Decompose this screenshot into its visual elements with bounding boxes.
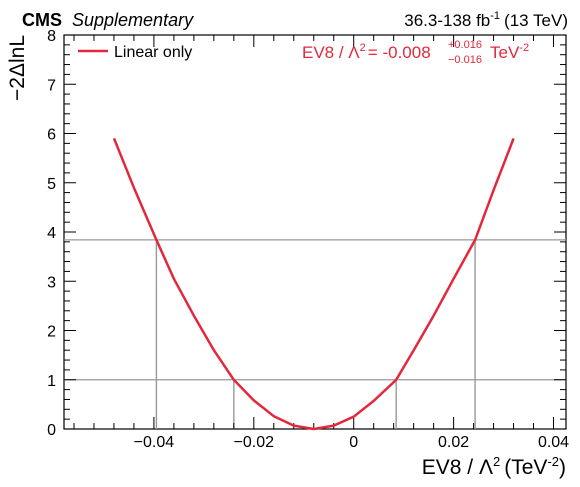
result-lhs-exponent: 2 [360, 42, 366, 54]
y-tick-label: 0 [47, 422, 56, 439]
result-unit: TeV-2 [490, 42, 529, 62]
y-tick-label: 3 [47, 274, 56, 291]
y-tick-label: 8 [47, 28, 56, 45]
supplementary-label: Supplementary [72, 10, 194, 30]
y-tick-label: 4 [47, 225, 56, 242]
x-label-main: EV8 / Λ [422, 456, 493, 479]
result-uncertainty-up: +0.016 [448, 39, 482, 51]
axis-ticks: −0.04 −0.02 0 0.02 0.04 0 1 2 3 4 5 6 7 8 [47, 28, 569, 451]
x-label-exponent: 2 [493, 454, 500, 469]
x-tick-label: −0.02 [234, 434, 275, 451]
x-tick-label: −0.04 [134, 434, 175, 451]
curve-layer [112, 137, 515, 431]
x-tick-label: 0.04 [538, 434, 569, 451]
y-axis-label: −2ΔlnL [6, 35, 29, 101]
x-tick-label: 0 [349, 434, 358, 451]
plot-frame [63, 34, 567, 430]
result-lhs: EV8 / Λ [302, 43, 360, 62]
result-unit-exponent: -2 [519, 42, 529, 54]
legend-label: Linear only [114, 44, 192, 61]
fit-result: EV8 / Λ2 = -0.008 [302, 42, 431, 62]
y-tick-label: 1 [47, 373, 56, 390]
result-central: = -0.008 [368, 43, 431, 62]
lumi-exponent: -1 [490, 10, 500, 22]
x-label-unit: (TeV [504, 456, 547, 479]
y-tick-label: 6 [47, 127, 56, 144]
x-label-unit-exponent: -2 [547, 454, 559, 469]
luminosity-label: 36.3-138 fb-1 (13 TeV) [404, 10, 568, 30]
x-axis-label: EV8 / Λ2 (TeV-2) [422, 454, 566, 479]
result-uncertainty-down: −0.016 [448, 54, 482, 66]
result-unit-base: TeV [490, 43, 520, 62]
lumi-prefix: 36.3-138 fb [404, 11, 490, 30]
likelihood-curve [112, 137, 515, 431]
lumi-suffix: (13 TeV) [504, 11, 568, 30]
reference-lines [64, 239, 566, 429]
experiment-label: CMS [22, 10, 62, 30]
x-label-close: ) [559, 456, 566, 479]
y-tick-label: 5 [47, 176, 56, 193]
y-tick-label: 2 [47, 324, 56, 341]
x-tick-label: 0.02 [438, 434, 469, 451]
y-tick-label: 7 [47, 77, 56, 94]
